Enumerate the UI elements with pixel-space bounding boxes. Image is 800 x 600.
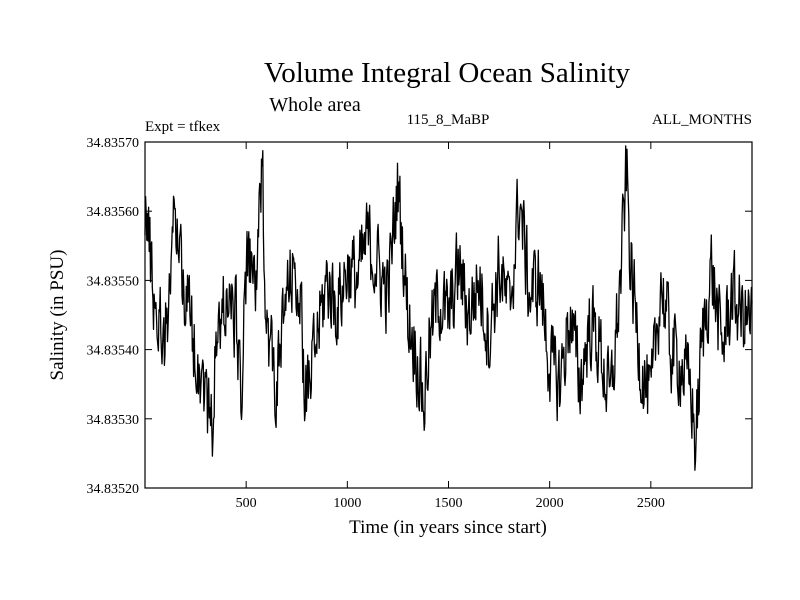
x-tick-label: 2000 (536, 496, 564, 511)
plot-area (144, 145, 753, 471)
x-tick-label: 1500 (435, 496, 463, 511)
chart-subtitle: Whole area (269, 94, 361, 116)
x-tick-label: 2500 (637, 496, 665, 511)
x-axis-label: Time (in years since start) (349, 517, 547, 538)
salinity-series-line (144, 145, 753, 471)
months-label: ALL_MONTHS (652, 112, 752, 128)
y-axis: 34.83520 34.83530 34.83540 34.83550 34.83560… (87, 136, 752, 497)
x-tick-label: 500 (236, 496, 257, 511)
y-axis-label: Salinity (in PSU) (47, 250, 68, 381)
y-tick-label: 34.83530 (87, 413, 140, 428)
y-tick-label: 34.83540 (87, 344, 140, 359)
x-tick-label: 1000 (333, 496, 361, 511)
chart-title: Volume Integral Ocean Salinity (264, 57, 630, 89)
period-label: 115_8_MaBP (407, 112, 490, 128)
y-tick-label: 34.83520 (87, 482, 140, 497)
y-tick-label: 34.83570 (87, 136, 140, 151)
experiment-label: Expt = tfkex (145, 119, 221, 135)
y-tick-label: 34.83560 (87, 205, 140, 220)
x-axis: 500 1000 1500 2000 2500 (236, 142, 665, 511)
y-tick-label: 34.83550 (87, 274, 140, 289)
